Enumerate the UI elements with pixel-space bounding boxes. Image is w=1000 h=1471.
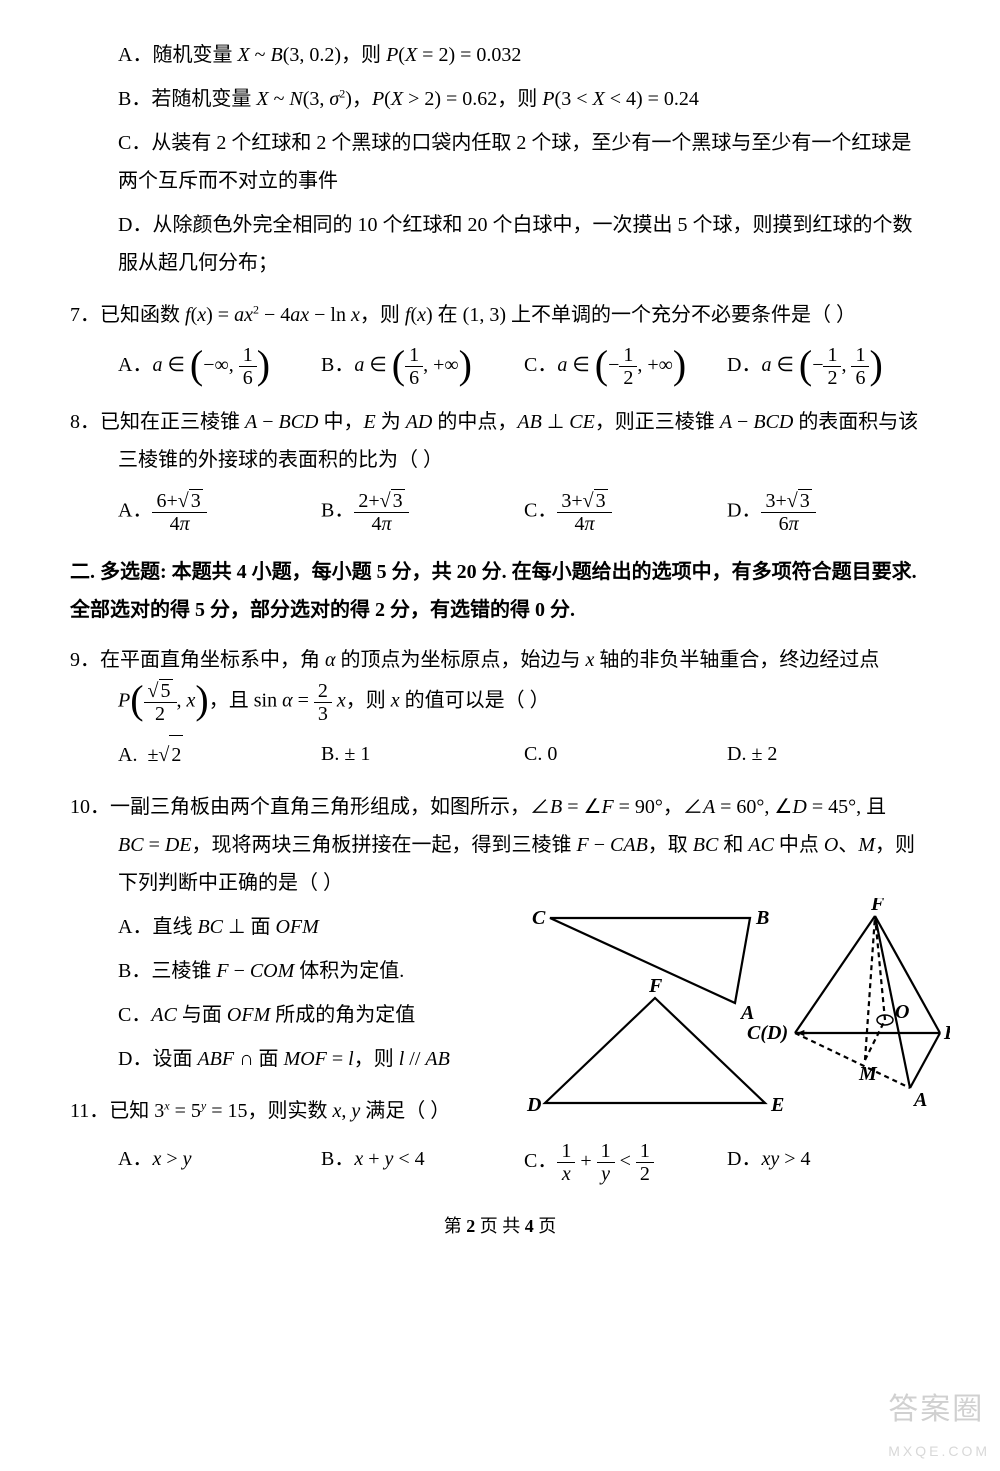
den: 2 xyxy=(619,367,637,389)
question-6-options: A．随机变量 X ~ B(3, 0.2)，则 P(X = 2) = 0.032 … xyxy=(70,36,930,282)
question-8: 8．已知在正三棱锥 A − BCD 中，E 为 AD 的中点，AB ⊥ CE，则… xyxy=(70,403,930,535)
q11-opt-b: B．x + y < 4 xyxy=(321,1140,524,1185)
svg-text:C: C xyxy=(532,907,546,929)
den: 3 xyxy=(314,703,332,725)
footer-suf: 页 xyxy=(534,1216,557,1236)
q7-opt-a: A．a ∈ (−∞, 16) xyxy=(118,344,321,389)
question-9: 9．在平面直角坐标系中，角 α 的顶点为坐标原点，始边与 x 轴的非负半轴重合，… xyxy=(70,641,930,774)
svg-text:B(E): B(E) xyxy=(943,1022,950,1044)
num: 1 xyxy=(557,1140,575,1163)
q10-stem-2: BC = DE，现将两块三角板拼接在一起，得到三棱锥 F − CAB，取 BC … xyxy=(70,826,930,864)
q8-stem-1: 8．已知在正三棱锥 A − BCD 中，E 为 AD 的中点，AB ⊥ CE，则… xyxy=(70,403,930,441)
den: 2 xyxy=(144,703,177,725)
q6-opt-c: C．从装有 2 个红球和 2 个黑球的口袋内任取 2 个球，至少有一个黑球与至少… xyxy=(70,124,930,200)
question-7: 7．已知函数 f(x) = ax2 − 4ax − ln x，则 f(x) 在 … xyxy=(70,296,930,389)
q9-opt-b: B. ± 1 xyxy=(321,735,524,774)
text: B．若随机变量 X ~ N(3, σ2)，P(X > 2) = 0.62，则 P… xyxy=(118,88,699,110)
footer-mid: 页 共 xyxy=(475,1216,525,1236)
q9-opt-a: A. ±2 xyxy=(118,735,321,774)
q7-options: A．a ∈ (−∞, 16) B．a ∈ (16, +∞) C．a ∈ (−12… xyxy=(70,344,930,389)
svg-text:M: M xyxy=(858,1063,878,1085)
svg-text:C(D): C(D) xyxy=(747,1022,788,1044)
q10-stem-1: 10．一副三角板由两个直角三角形组成，如图所示，∠B = ∠F = 90°，∠A… xyxy=(70,788,930,826)
q6-opt-b: B．若随机变量 X ~ N(3, σ2)，P(X > 2) = 0.62，则 P… xyxy=(70,80,930,118)
den: y xyxy=(597,1163,615,1185)
rad: 3 xyxy=(391,489,405,512)
q9-opt-d: D. ± 2 xyxy=(727,735,930,774)
text: A．随机变量 X ~ B(3, 0.2)，则 P(X = 2) = 0.032 xyxy=(118,44,521,66)
wm-line1: 答案圈 xyxy=(888,1393,984,1426)
q8-opt-b: B．2+34π xyxy=(321,489,524,535)
num: 1 xyxy=(823,344,841,367)
rad: 3 xyxy=(798,489,812,512)
q8-opt-a: A．6+34π xyxy=(118,489,321,535)
rad: 2 xyxy=(169,735,183,774)
svg-text:D: D xyxy=(526,1094,541,1116)
q10-opt-c: C．AC 与面 OFM 所成的角为定值 xyxy=(70,996,500,1034)
q11-opt-a: A．x > y xyxy=(118,1140,321,1185)
rad: 3 xyxy=(189,489,203,512)
q11-opt-d: D．xy > 4 xyxy=(727,1140,930,1185)
den: 6 xyxy=(405,367,423,389)
den: x xyxy=(557,1163,575,1185)
q10-opt-b: B．三棱锥 F − COM 体积为定值. xyxy=(70,952,500,990)
section-2-header: 二. 多选题: 本题共 4 小题，每小题 5 分，共 20 分. 在每小题给出的… xyxy=(70,553,930,629)
svg-text:O: O xyxy=(895,1001,909,1023)
q8-opt-d: D．3+36π xyxy=(727,489,930,535)
svg-text:F: F xyxy=(870,898,885,915)
wm-line2: MXQE.COM xyxy=(888,1438,990,1465)
den: 2 xyxy=(636,1163,654,1185)
num: 1 xyxy=(851,344,869,367)
num: 1 xyxy=(239,344,257,367)
num: 1 xyxy=(405,344,423,367)
q7-opt-d: D．a ∈ (−12, 16) xyxy=(727,344,930,389)
footer-pre: 第 xyxy=(444,1216,467,1236)
footer-cur: 2 xyxy=(466,1216,475,1236)
q11-opt-c: C．1x + 1y < 12 xyxy=(524,1140,727,1185)
svg-text:F: F xyxy=(648,975,663,997)
q7-opt-c: C．a ∈ (−12, +∞) xyxy=(524,344,727,389)
page-footer: 第 2 页 共 4 页 xyxy=(70,1209,930,1243)
num: 1 xyxy=(597,1140,615,1163)
q9-opt-c: C. 0 xyxy=(524,735,727,774)
svg-text:A: A xyxy=(912,1089,927,1111)
den: 6 xyxy=(851,367,869,389)
q10-opt-d: D．设面 ABF ∩ 面 MOF = l，则 l // AB xyxy=(70,1040,500,1078)
watermark: 答案圈 MXQE.COM xyxy=(888,1381,990,1465)
num: 1 xyxy=(636,1140,654,1163)
svg-text:A: A xyxy=(739,1002,754,1024)
q10-figure: C B A D E F C(D) B(E) A F M O xyxy=(520,898,950,1118)
q7-stem: 7．已知函数 f(x) = ax2 − 4ax − ln x，则 f(x) 在 … xyxy=(70,296,930,334)
q11-options: A．x > y B．x + y < 4 C．1x + 1y < 12 D．xy … xyxy=(70,1140,930,1185)
question-10: 10．一副三角板由两个直角三角形组成，如图所示，∠B = ∠F = 90°，∠A… xyxy=(70,788,930,1078)
q10-stem-3: 下列判断中正确的是（ ） xyxy=(70,864,930,902)
footer-tot: 4 xyxy=(525,1216,534,1236)
q9-stem-1: 9．在平面直角坐标系中，角 α 的顶点为坐标原点，始边与 x 轴的非负半轴重合，… xyxy=(70,641,930,679)
q6-opt-a: A．随机变量 X ~ B(3, 0.2)，则 P(X = 2) = 0.032 xyxy=(70,36,930,74)
svg-text:B: B xyxy=(755,907,769,929)
den: 2 xyxy=(823,367,841,389)
rad: 5 xyxy=(159,679,173,702)
den: 6 xyxy=(239,367,257,389)
q9-options: A. ±2 B. ± 1 C. 0 D. ± 2 xyxy=(70,735,930,774)
q7-opt-b: B．a ∈ (16, +∞) xyxy=(321,344,524,389)
q9-stem-2: P(52, x)，且 sin α = 23 x，则 x 的值可以是（ ） xyxy=(70,679,930,725)
num: 2 xyxy=(314,680,332,703)
q8-options: A．6+34π B．2+34π C．3+34π D．3+36π xyxy=(70,489,930,535)
q8-stem-2: 三棱锥的外接球的表面积的比为（ ） xyxy=(70,441,930,479)
svg-text:E: E xyxy=(770,1094,784,1116)
q10-opt-a: A．直线 BC ⊥ 面 OFM xyxy=(70,908,500,946)
q8-opt-c: C．3+34π xyxy=(524,489,727,535)
num: 1 xyxy=(619,344,637,367)
q6-opt-d: D．从除颜色外完全相同的 10 个红球和 20 个白球中，一次摸出 5 个球，则… xyxy=(70,206,930,282)
rad: 3 xyxy=(594,489,608,512)
